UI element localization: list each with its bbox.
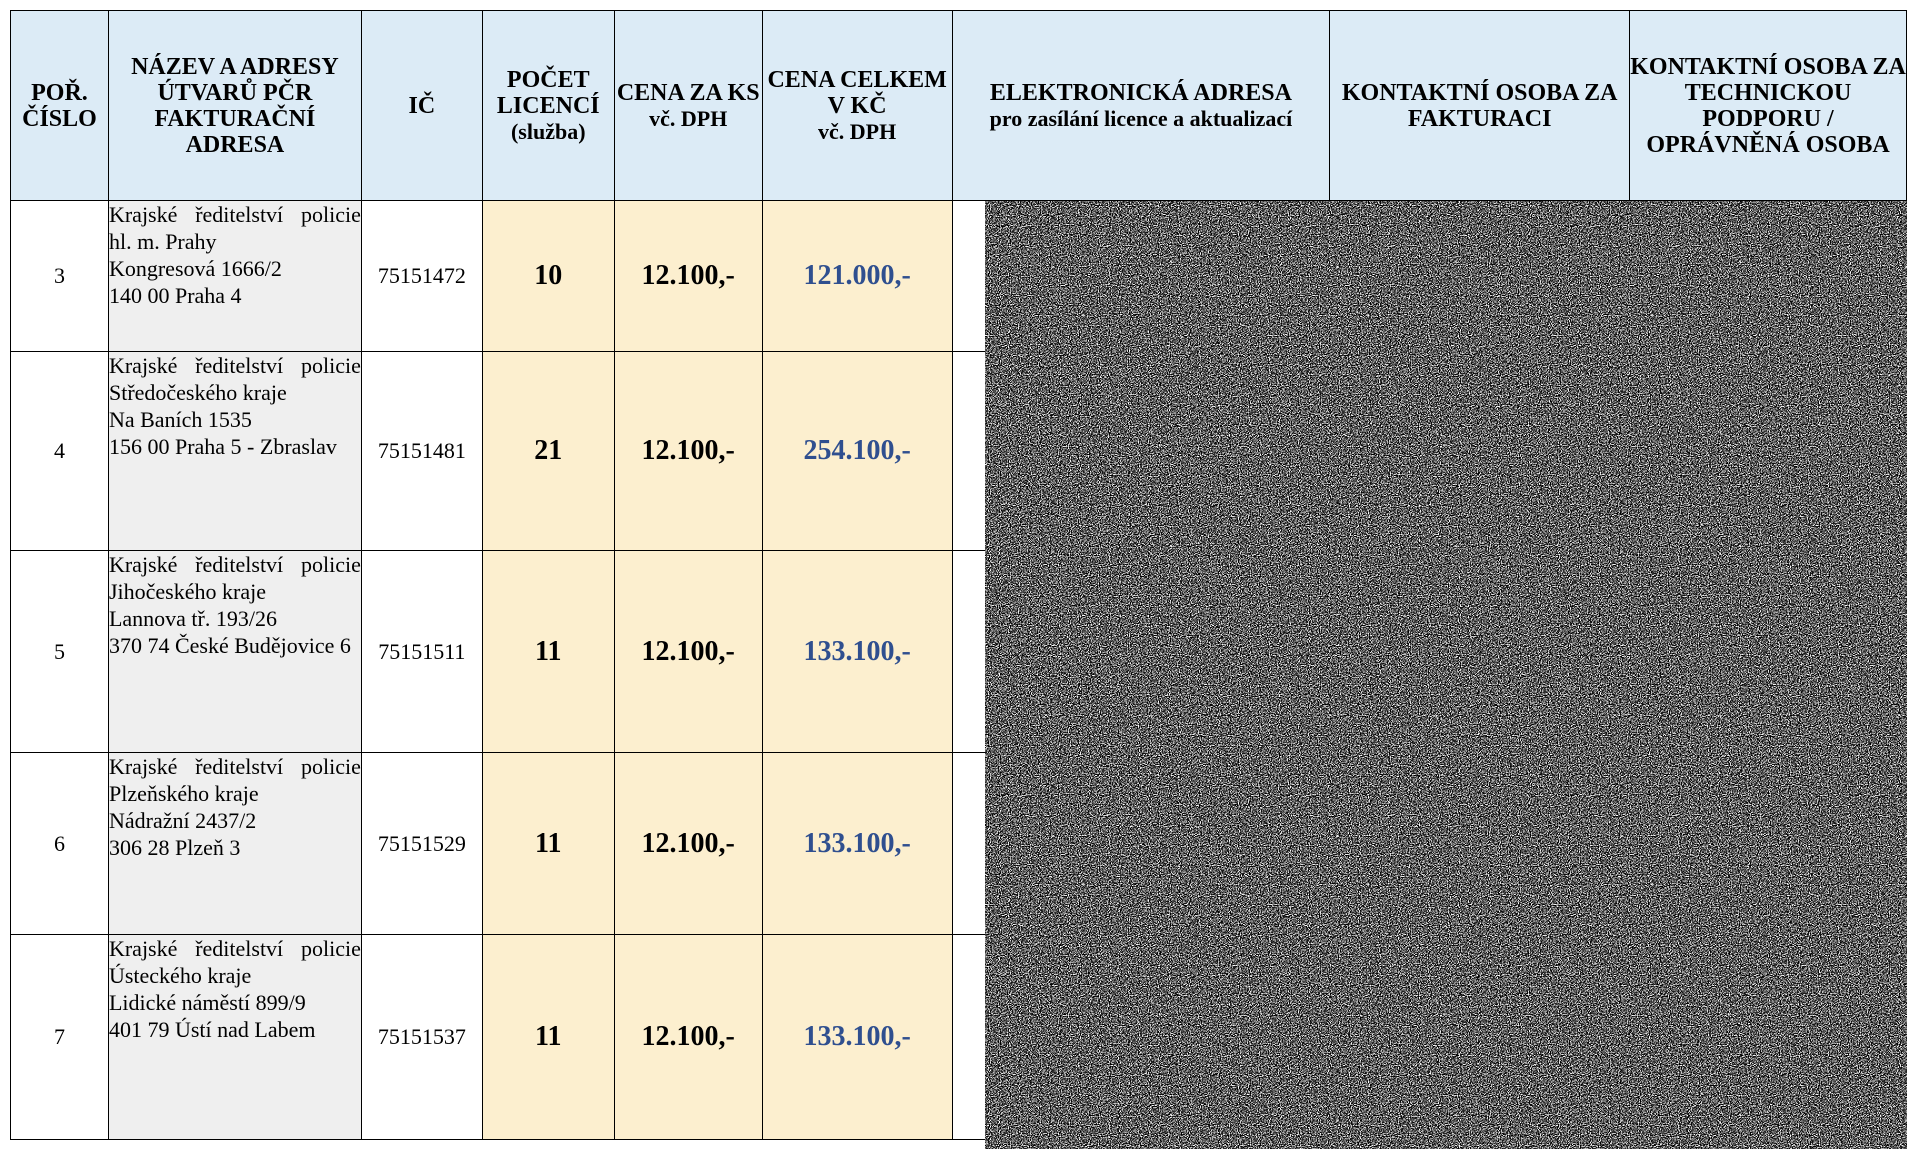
header-count-label: POČET LICENCÍ: [496, 66, 600, 119]
header-total-sub: vč. DPH: [818, 118, 897, 144]
address-cell: Krajské ředitelství policie Plzeňského k…: [107, 752, 362, 935]
address-city: 140 00 Praha 4: [108, 283, 242, 308]
address-cell: Krajské ředitelství policie Ústeckého kr…: [107, 934, 362, 1140]
count-cell: 11: [481, 934, 615, 1140]
count-cell: 11: [481, 550, 615, 753]
header-email-label: ELEKTRONICKÁ ADRESA: [989, 79, 1292, 106]
noise-pattern-icon: [985, 201, 1907, 1149]
count-cell: 11: [481, 752, 615, 935]
price-cell: 12.100,-: [613, 752, 763, 935]
address-cell: Krajské ředitelství policie hl. m. Prahy…: [107, 200, 362, 352]
total-cell: 133.100,-: [761, 752, 953, 935]
address-unit: Krajské ředitelství policie Plzeňského k…: [108, 754, 361, 806]
header-total-label: CENA CELKEM V KČ: [767, 66, 947, 119]
address-unit: Krajské ředitelství policie Středočeskéh…: [108, 353, 361, 405]
header-name: NÁZEV A ADRESY ÚTVARŮ PČR FAKTURAČNÍ ADR…: [107, 10, 362, 201]
address-unit: Krajské ředitelství policie Ústeckého kr…: [108, 936, 361, 988]
ic-cell: 75151529: [360, 752, 483, 935]
ic-cell: 75151511: [360, 550, 483, 753]
header-price-label: CENA ZA KS: [616, 79, 760, 106]
total-cell: 121.000,-: [761, 200, 953, 352]
total-cell: 133.100,-: [761, 550, 953, 753]
price-cell: 12.100,-: [613, 351, 763, 551]
header-ic: IČ: [360, 10, 483, 201]
order-cell: 6: [10, 752, 109, 935]
header-order: POŘ. ČÍSLO: [10, 10, 109, 201]
header-contact-tech: KONTAKTNÍ OSOBA ZA TECHNICKOU PODPORU / …: [1629, 10, 1907, 201]
ic-cell: 75151472: [360, 200, 483, 352]
price-cell: 12.100,-: [613, 200, 763, 352]
address-city: 156 00 Praha 5 - Zbraslav: [108, 434, 337, 459]
address-street: Lannova tř. 193/26: [108, 606, 277, 631]
address-street: Na Baních 1535: [108, 407, 252, 432]
order-cell: 5: [10, 550, 109, 753]
total-cell: 254.100,-: [761, 351, 953, 551]
address-cell: Krajské ředitelství policie Středočeskéh…: [107, 351, 362, 551]
address-unit: Krajské ředitelství policie hl. m. Prahy: [108, 202, 361, 254]
address-city: 306 28 Plzeň 3: [108, 835, 241, 860]
header-price-sub: vč. DPH: [649, 105, 728, 131]
header-contact-billing: KONTAKTNÍ OSOBA ZA FAKTURACI: [1329, 10, 1631, 201]
header-row: POŘ. ČÍSLO NÁZEV A ADRESY ÚTVARŮ PČR FAK…: [10, 10, 1907, 201]
address-unit: Krajské ředitelství policie Jihočeského …: [108, 552, 361, 604]
count-cell: 21: [481, 351, 615, 551]
address-cell: Krajské ředitelství policie Jihočeského …: [107, 550, 362, 753]
header-total: CENA CELKEM V KČ vč. DPH: [761, 10, 953, 201]
order-cell: 3: [10, 200, 109, 352]
price-cell: 12.100,-: [613, 550, 763, 753]
header-count-sub: (služba): [510, 118, 586, 144]
total-cell: 133.100,-: [761, 934, 953, 1140]
order-cell: 7: [10, 934, 109, 1140]
address-city: 370 74 České Budějovice 6: [108, 633, 351, 658]
header-count: POČET LICENCÍ (služba): [481, 10, 615, 201]
address-street: Lidické náměstí 899/9: [108, 990, 306, 1015]
price-cell: 12.100,-: [613, 934, 763, 1140]
count-cell: 10: [481, 200, 615, 352]
header-price: CENA ZA KS vč. DPH: [613, 10, 763, 201]
address-street: Nádražní 2437/2: [108, 808, 257, 833]
redaction-noise: [985, 201, 1907, 1149]
address-city: 401 79 Ústí nad Labem: [108, 1017, 316, 1042]
order-cell: 4: [10, 351, 109, 551]
ic-cell: 75151481: [360, 351, 483, 551]
ic-cell: 75151537: [360, 934, 483, 1140]
address-street: Kongresová 1666/2: [108, 256, 282, 281]
header-email-sub: pro zasílání licence a aktualizací: [989, 105, 1293, 131]
header-email: ELEKTRONICKÁ ADRESA pro zasílání licence…: [951, 10, 1331, 201]
